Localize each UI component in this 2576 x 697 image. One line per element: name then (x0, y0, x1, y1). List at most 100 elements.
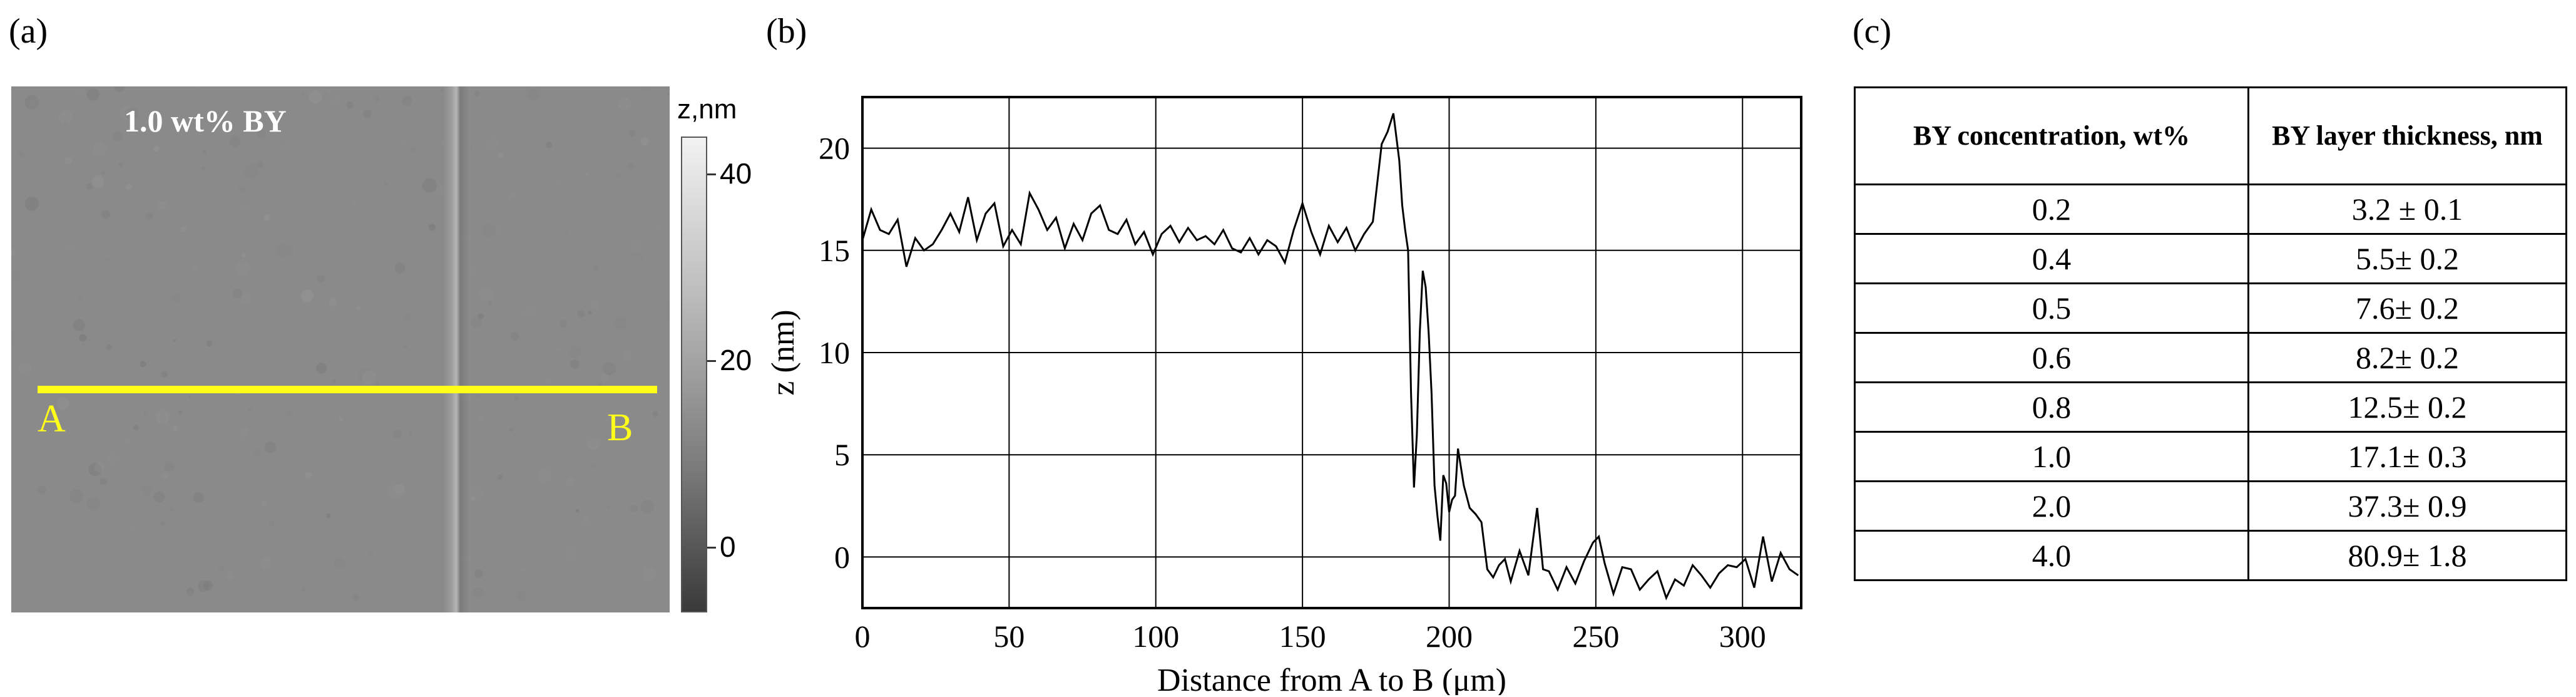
afm-speckle (232, 288, 243, 299)
afm-speckle (263, 475, 275, 488)
afm-speckle (227, 571, 234, 579)
afm-speckle (79, 334, 87, 342)
afm-speckle (474, 90, 480, 96)
afm-speckle (63, 120, 69, 125)
colorbar-tick-label: 0 (720, 530, 736, 563)
afm-speckle (286, 411, 292, 417)
afm-speckle (433, 579, 437, 582)
afm-speckle (188, 396, 191, 399)
afm-speckle (257, 161, 264, 168)
afm-speckle (107, 452, 119, 464)
afm-speckle (161, 371, 168, 378)
afm-speckle (640, 137, 650, 146)
afm-speckle (180, 226, 187, 232)
afm-speckle (163, 437, 168, 443)
afm-speckle (240, 293, 252, 304)
afm-speckle (260, 557, 272, 569)
afm-speckle (575, 509, 580, 513)
afm-speckle (59, 110, 73, 125)
afm-speckle (128, 525, 135, 532)
colorbar-tick-label: 40 (720, 157, 752, 190)
afm-speckle (233, 451, 237, 455)
afm-speckle (18, 362, 32, 376)
afm-speckle (339, 416, 344, 421)
afm-speckle (615, 172, 620, 177)
table-row: 0.5 7.6± 0.2 (1854, 282, 2567, 334)
afm-speckle (164, 461, 175, 472)
afm-speckle (533, 472, 537, 475)
afm-speckle (173, 494, 180, 500)
afm-speckle (300, 289, 314, 302)
cell-thickness: 80.9± 1.8 (2247, 530, 2567, 581)
afm-speckle (261, 500, 267, 505)
afm-speckle (301, 92, 304, 95)
afm-speckle (640, 499, 655, 514)
table-row: 0.8 12.5± 0.2 (1854, 381, 2567, 433)
afm-speckle (178, 410, 183, 415)
afm-speckle (257, 129, 267, 139)
afm-speckle (213, 408, 217, 412)
afm-speckle (113, 131, 123, 142)
afm-speckle (312, 540, 317, 544)
afm-speckle (203, 581, 213, 591)
cell-concentration: 1.0 (1854, 431, 2249, 482)
afm-speckle (376, 383, 380, 387)
afm-speckle (101, 170, 105, 175)
afm-speckle (56, 200, 61, 205)
afm-speckle (317, 274, 325, 283)
afm-speckle (509, 428, 513, 432)
afm-speckle (523, 306, 535, 318)
afm-speckle (428, 475, 433, 480)
afm-speckle (606, 366, 621, 381)
cell-thickness: 3.2 ± 0.1 (2247, 183, 2567, 235)
cell-concentration: 2.0 (1854, 480, 2249, 532)
afm-speckle (253, 361, 260, 368)
afm-speckle (613, 316, 627, 330)
cell-thickness: 8.2± 0.2 (2247, 332, 2567, 383)
afm-speckle (44, 217, 53, 226)
afm-title: 1.0 wt% BY (124, 103, 287, 138)
y-axis-label: z (nm) (765, 309, 801, 395)
afm-speckle (652, 411, 658, 417)
table-row: 0.6 8.2± 0.2 (1854, 332, 2567, 383)
afm-speckle (248, 408, 252, 412)
afm-speckle (636, 253, 645, 262)
afm-speckle (476, 394, 479, 398)
afm-speckle (337, 121, 352, 135)
y-tick-labels: 0 5 10 15 20 (819, 131, 850, 575)
colorbar-tick-label: 20 (720, 343, 752, 376)
x-axis-label: Distance from A to B (μm) (1157, 663, 1506, 695)
plot-frame (861, 96, 1802, 609)
afm-speckle (593, 264, 599, 271)
afm-speckle (403, 344, 407, 349)
afm-speckle (332, 97, 342, 107)
afm-speckle (590, 464, 594, 468)
afm-speckle (555, 473, 567, 485)
profile-point-b: B (607, 406, 633, 449)
thickness-table: BY concentration, wt% BY layer thickness… (1854, 86, 2567, 581)
table-row: 2.0 37.3± 0.9 (1854, 480, 2567, 532)
afm-speckle (141, 485, 152, 496)
afm-speckle (110, 150, 123, 163)
x-tick-label: 300 (1719, 619, 1766, 654)
afm-speckle (38, 485, 46, 494)
afm-speckle (622, 351, 633, 361)
afm-speckle (242, 204, 249, 211)
afm-speckle (628, 162, 634, 169)
afm-speckle (346, 101, 354, 109)
afm-speckle (546, 142, 552, 148)
afm-speckle (478, 415, 484, 421)
afm-speckle (28, 98, 44, 113)
afm-speckle (536, 468, 551, 483)
afm-speckle (514, 396, 519, 401)
afm-speckle (120, 105, 135, 120)
afm-speckle (170, 508, 174, 512)
table-row: 0.2 3.2 ± 0.1 (1854, 183, 2567, 235)
afm-speckle (294, 118, 309, 134)
x-tick-label: 100 (1132, 619, 1179, 654)
x-tick-label: 0 (855, 619, 871, 654)
panel-label-b: (b) (766, 12, 807, 51)
afm-speckle (118, 162, 123, 167)
afm-speckle (161, 472, 168, 479)
afm-speckle (618, 98, 631, 111)
